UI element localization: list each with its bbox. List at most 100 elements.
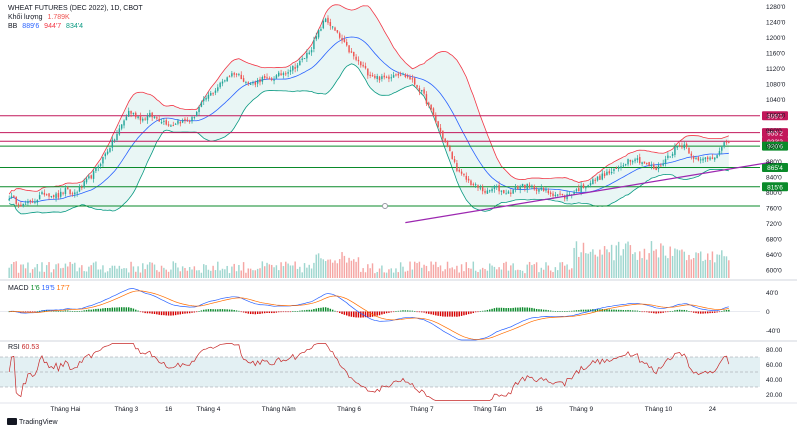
macd-histogram-bar: [488, 309, 491, 312]
volume-bar: [329, 259, 332, 278]
macd-histogram-bar: [425, 311, 428, 314]
candle-body: [67, 187, 69, 190]
macd-histogram-bar: [456, 311, 458, 317]
macd-label[interactable]: MACD: [8, 285, 29, 292]
macd-histogram-bar: [388, 311, 390, 313]
macd-histogram-bar: [444, 311, 446, 317]
macd-histogram-bar: [137, 310, 139, 312]
macd-histogram-bar: [78, 310, 81, 312]
macd-histogram-bar: [505, 308, 507, 312]
candle-body: [599, 175, 601, 180]
candle-body: [285, 73, 287, 75]
macd-pane: [0, 288, 760, 341]
bb-label[interactable]: BB: [8, 23, 18, 30]
time-tick-label: Tháng 10: [645, 406, 673, 413]
time-tick-label: Tháng 9: [569, 406, 593, 413]
candle-body: [308, 52, 310, 54]
candle-body: [259, 79, 261, 83]
volume-bar: [596, 256, 599, 278]
candle-body: [78, 186, 81, 192]
price-tick-label: 1160'0: [766, 51, 785, 58]
volume-bar: [193, 266, 196, 278]
candle-body: [266, 77, 268, 79]
volume-bar: [524, 273, 526, 278]
macd-histogram-bar: [399, 310, 402, 312]
candle-body: [92, 171, 95, 179]
time-tick-label: Tháng 6: [337, 406, 361, 413]
bb-fill: [9, 4, 729, 214]
volume-bar: [249, 268, 252, 278]
candle-body: [667, 155, 669, 159]
candle-body: [270, 78, 273, 81]
volume-bar: [571, 268, 573, 278]
macd-histogram-bar: [613, 309, 615, 312]
level-badge: [762, 162, 788, 172]
volume-bar: [425, 265, 428, 278]
volume-bar: [725, 256, 728, 278]
volume-bar: [266, 262, 268, 278]
macd-histogram-bar: [392, 311, 395, 313]
candle-body: [634, 159, 636, 162]
candle-body: [676, 146, 678, 148]
macd-histogram-bar: [580, 309, 582, 312]
candle-body: [102, 156, 104, 164]
candle-body: [193, 117, 196, 119]
candle-body: [27, 201, 29, 204]
candle-body: [399, 74, 402, 76]
candle-body: [217, 87, 219, 91]
tradingview-logo[interactable]: TradingView: [7, 418, 58, 426]
candle-body: [409, 76, 411, 80]
macd-histogram-bar: [526, 307, 528, 312]
candle-body: [554, 194, 557, 197]
volume-bar: [690, 259, 693, 278]
symbol-title[interactable]: WHEAT FUTURES (DEC 2022), 1D, CBOT: [8, 5, 143, 12]
candle-body: [81, 187, 83, 189]
volume-bar: [48, 262, 50, 278]
macd-histogram-bar: [589, 309, 592, 312]
macd-histogram-bar: [85, 309, 88, 312]
macd-histogram-bar: [31, 311, 34, 313]
volume-bar: [167, 271, 170, 278]
volume-bar: [338, 259, 341, 278]
volume-bar: [195, 270, 198, 278]
candle-body: [10, 196, 13, 199]
volume-bar: [174, 262, 177, 278]
volume-bar: [348, 257, 350, 278]
candle-body: [465, 175, 468, 180]
volume-bar: [320, 258, 322, 278]
macd-histogram-bar: [144, 311, 146, 314]
candle-body: [242, 78, 245, 82]
rsi-label[interactable]: RSI: [8, 344, 20, 351]
candle-body: [45, 194, 48, 196]
volume-bar: [606, 249, 608, 278]
macd-histogram-bar: [357, 311, 360, 318]
candle-body: [695, 157, 697, 159]
candle-body: [296, 65, 299, 68]
macd-histogram-bar: [681, 309, 683, 312]
candle-body: [545, 189, 547, 191]
volume-bar: [74, 262, 76, 278]
volume-bar: [432, 264, 435, 278]
macd-histogram-bar: [657, 311, 660, 314]
candle-body: [503, 190, 505, 194]
volume-bar: [561, 262, 564, 278]
macd-histogram-bar: [512, 307, 514, 312]
candle-body: [517, 186, 519, 190]
time-tick-label: 24: [709, 406, 717, 413]
trendline[interactable]: [405, 161, 772, 224]
candle-body: [156, 117, 158, 119]
bb-basis-value: 889'6: [22, 23, 40, 30]
macd-histogram-bar: [74, 311, 76, 312]
candle-body: [76, 192, 78, 194]
price-tick-label: 720'0: [766, 221, 782, 228]
candle-body: [622, 165, 625, 167]
volume-bar: [111, 265, 114, 278]
volume-bar: [228, 273, 231, 278]
candle-body: [568, 194, 571, 196]
level-label: 865'4: [767, 165, 783, 172]
volume-bar: [500, 269, 503, 278]
volume-bar: [388, 269, 390, 278]
volume-bar: [62, 267, 64, 278]
candle-body: [533, 185, 535, 190]
volume-bar: [692, 258, 695, 278]
